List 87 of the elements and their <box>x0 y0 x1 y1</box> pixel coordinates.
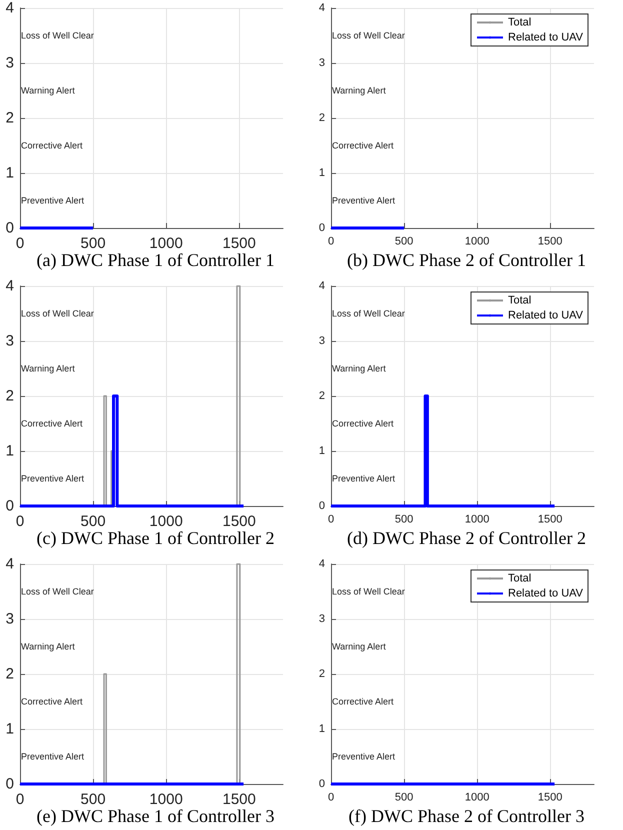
x-tick-label: 1000 <box>149 513 183 530</box>
x-tick-label: 1000 <box>464 792 490 804</box>
legend-label: Total <box>508 572 532 584</box>
y-tick-label: 1 <box>6 442 14 460</box>
y-tick-label: 4 <box>318 558 325 570</box>
legend-label: Total <box>508 294 532 306</box>
annotation: Preventive Alert <box>332 752 396 762</box>
x-tick-label: 500 <box>80 791 106 808</box>
text: (d) DWC Phase 2 of Controller 2 <box>347 528 586 548</box>
annotation: Loss of Well Clear <box>332 30 405 40</box>
y-tick-label: 0 <box>318 500 325 512</box>
annotation: Corrective Alert <box>332 140 394 150</box>
x-tick-label: 500 <box>394 236 414 248</box>
y-tick-label: 1 <box>6 720 14 738</box>
y-tick-label: 4 <box>318 280 325 292</box>
annotation: Loss of Well Clear <box>332 586 405 596</box>
annotation: Corrective Alert <box>332 418 394 428</box>
x-tick-label: 0 <box>328 792 334 804</box>
annotation: Warning Alert <box>21 364 76 374</box>
y-tick-label: 2 <box>318 390 325 402</box>
y-tick-label: 0 <box>6 776 14 792</box>
y-tick-label: 2 <box>318 668 325 680</box>
y-tick-label: 3 <box>318 57 325 69</box>
x-tick-label: 1000 <box>149 235 183 252</box>
x-tick-label: 1500 <box>538 514 562 526</box>
y-tick-label: 1 <box>318 445 325 457</box>
text: (c) DWC Phase 1 of Controller 2 <box>36 528 274 548</box>
text: (b) DWC Phase 2 of Controller 1 <box>347 250 586 270</box>
y-tick-label: 1 <box>6 164 14 182</box>
x-tick-label: 0 <box>328 514 334 526</box>
annotation: Warning Alert <box>21 86 76 96</box>
legend-label: Related to UAV <box>508 310 584 322</box>
x-tick-label: 1500 <box>538 792 562 804</box>
annotation: Corrective Alert <box>21 418 84 428</box>
x-tick-label: 1500 <box>538 236 562 248</box>
legend-label: Related to UAV <box>508 32 584 44</box>
annotation: Loss of Well Clear <box>21 308 94 318</box>
legend-label: Related to UAV <box>508 588 584 600</box>
annotation: Preventive Alert <box>332 474 396 484</box>
x-tick-label: 1000 <box>464 514 490 526</box>
x-tick-label: 1500 <box>222 791 256 808</box>
annotation: Warning Alert <box>332 364 386 374</box>
y-tick-label: 3 <box>6 332 14 350</box>
y-tick-label: 3 <box>6 610 14 628</box>
annotation: Warning Alert <box>21 642 76 652</box>
y-tick-label: 3 <box>6 54 14 72</box>
x-tick-label: 500 <box>394 792 414 804</box>
annotation: Corrective Alert <box>332 696 394 706</box>
y-tick-label: 0 <box>6 220 14 236</box>
annotation: Preventive Alert <box>21 474 85 484</box>
y-tick-label: 4 <box>6 278 14 294</box>
x-tick-label: 500 <box>80 513 106 530</box>
annotation: Loss of Well Clear <box>332 308 405 318</box>
text: (a) DWC Phase 1 of Controller 1 <box>36 250 274 270</box>
y-tick-label: 3 <box>318 335 325 347</box>
y-tick-label: 1 <box>318 723 325 735</box>
y-tick-label: 0 <box>318 778 325 790</box>
text: (e) DWC Phase 1 of Controller 3 <box>36 806 274 826</box>
annotation: Warning Alert <box>332 86 386 96</box>
x-tick-label: 1500 <box>222 235 256 252</box>
y-tick-label: 1 <box>318 167 325 179</box>
x-tick-label: 1000 <box>149 791 183 808</box>
y-tick-label: 2 <box>6 388 14 404</box>
annotation: Corrective Alert <box>21 140 84 150</box>
annotation: Loss of Well Clear <box>21 30 94 40</box>
y-tick-label: 4 <box>6 0 14 16</box>
annotation: Corrective Alert <box>21 696 84 706</box>
y-tick-label: 4 <box>6 556 14 572</box>
y-tick-label: 3 <box>318 613 325 625</box>
y-tick-label: 0 <box>6 498 14 514</box>
annotation: Preventive Alert <box>21 752 85 762</box>
y-tick-label: 2 <box>6 110 14 126</box>
y-tick-label: 2 <box>318 112 325 124</box>
legend-label: Total <box>508 16 532 28</box>
y-tick-label: 0 <box>318 222 325 234</box>
x-tick-label: 1500 <box>222 513 256 530</box>
y-tick-label: 2 <box>6 666 14 682</box>
x-tick-label: 500 <box>80 235 106 252</box>
x-tick-label: 1000 <box>464 236 490 248</box>
annotation: Preventive Alert <box>332 196 396 206</box>
text: (f) DWC Phase 2 of Controller 3 <box>348 806 584 826</box>
y-tick-label: 4 <box>318 2 325 14</box>
annotation: Warning Alert <box>332 642 386 652</box>
annotation: Loss of Well Clear <box>21 586 94 596</box>
annotation: Preventive Alert <box>21 196 85 206</box>
x-tick-label: 0 <box>328 236 334 248</box>
x-tick-label: 500 <box>394 514 414 526</box>
